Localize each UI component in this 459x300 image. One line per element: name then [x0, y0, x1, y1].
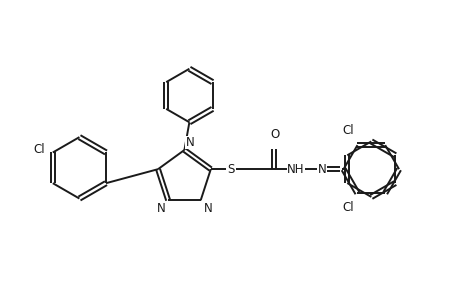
Text: N: N: [156, 202, 165, 215]
Text: N: N: [317, 163, 325, 176]
Text: N: N: [185, 136, 194, 149]
Text: Cl: Cl: [342, 201, 354, 214]
Text: Cl: Cl: [33, 143, 45, 156]
Text: N: N: [203, 202, 212, 215]
Text: NH: NH: [286, 163, 304, 176]
Text: Cl: Cl: [342, 124, 354, 137]
Text: S: S: [226, 163, 234, 176]
Text: O: O: [270, 128, 279, 141]
